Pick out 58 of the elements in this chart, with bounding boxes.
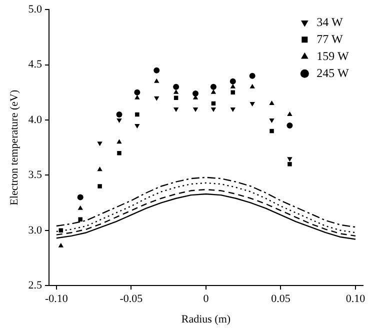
point — [173, 107, 179, 112]
x-tick-label: 0 — [203, 293, 210, 306]
point — [230, 107, 236, 112]
point — [192, 90, 199, 97]
point — [154, 78, 160, 83]
point — [269, 100, 274, 105]
point — [210, 89, 216, 94]
y-tick-label: 3.0 — [28, 224, 42, 236]
x-tick-label: -0.10 — [44, 293, 68, 306]
point — [230, 84, 236, 88]
y-tick-label: 5.0 — [28, 3, 42, 16]
point — [287, 111, 292, 116]
y-tick-label: 2.5 — [28, 279, 42, 292]
point — [173, 89, 179, 94]
legend-label: 159 W — [316, 48, 350, 63]
x-axis-title: Radius (m) — [181, 313, 231, 326]
point — [250, 84, 255, 88]
point — [250, 102, 255, 106]
x-tick-label: -0.05 — [120, 293, 144, 306]
point — [270, 128, 274, 134]
point — [98, 184, 102, 188]
line-series — [56, 176, 356, 228]
point — [77, 194, 84, 200]
point — [78, 205, 83, 210]
point — [116, 118, 122, 123]
point — [249, 72, 256, 79]
legend-label: 245 W — [316, 66, 350, 80]
y-tick-label: 4.5 — [28, 58, 42, 71]
point — [173, 84, 180, 90]
legend-label: 77 W — [316, 32, 344, 46]
point — [288, 162, 292, 166]
x-tick-label: 0.10 — [346, 293, 366, 306]
point — [269, 118, 274, 123]
y-tick-label: 3.5 — [28, 169, 42, 182]
point — [134, 89, 140, 96]
x-tick-label: 0.05 — [271, 293, 291, 306]
point — [58, 242, 64, 248]
point — [210, 107, 216, 112]
y-tick-label: 4.0 — [28, 114, 42, 126]
point — [230, 78, 236, 84]
point — [154, 96, 160, 101]
legend-label: 34 W — [316, 14, 344, 29]
point — [134, 124, 140, 129]
point — [154, 67, 160, 74]
y-axis-title: Electron temperature (eV) — [8, 90, 20, 206]
point — [192, 107, 198, 112]
point — [287, 157, 292, 162]
point — [286, 122, 293, 129]
point — [97, 142, 102, 146]
point — [78, 217, 82, 222]
point — [210, 84, 216, 90]
point — [135, 112, 140, 117]
point — [97, 166, 102, 172]
point — [116, 111, 122, 118]
point — [116, 139, 122, 144]
point — [117, 151, 122, 156]
line-series — [56, 182, 356, 234]
point — [134, 94, 140, 100]
